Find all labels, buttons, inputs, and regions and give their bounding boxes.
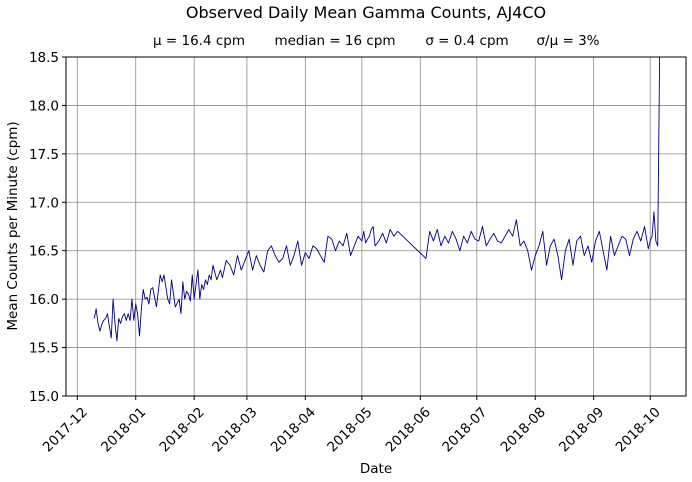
chart-subtitle: μ = 16.4 cpm median = 16 cpm σ = 0.4 cpm… [153,33,600,49]
chart-title: Observed Daily Mean Gamma Counts, AJ4CO [186,3,546,22]
x-axis-label: Date [360,461,392,477]
x-tick-label: 2018-07 [439,404,490,455]
y-axis-label: Mean Counts per Minute (cpm) [5,121,21,330]
subtitle-mean: μ = 16.4 cpm [153,33,245,49]
series-layer [93,56,661,342]
x-axis-ticks: 2017-12 2018-01 2018-02 2018-03 2018-04 2018-… [40,396,664,455]
x-tick-label: 2018-05 [324,404,375,455]
series-line [93,56,661,342]
subtitle-cv: σ/μ = 3% [536,33,599,49]
y-tick-label: 15.5 [29,341,59,357]
x-tick-label: 2018-08 [498,404,549,455]
y-tick-label: 15.0 [29,389,59,405]
y-tick-label: 16.0 [29,292,59,308]
x-tick-label: 2018-03 [209,404,260,455]
x-tick-label: 2018-02 [157,404,208,455]
y-tick-label: 17.5 [29,147,59,163]
x-tick-label: 2018-09 [556,404,607,455]
x-tick-label: 2017-12 [40,404,91,455]
y-tick-label: 18.5 [29,50,59,66]
x-tick-label: 2018-01 [98,404,149,455]
y-tick-label: 17.0 [29,195,59,211]
y-axis-ticks: 15.0 15.5 16.0 16.5 17.0 17.5 18.0 18.5 [29,50,66,405]
x-tick-label: 2018-10 [613,404,664,455]
grid [66,56,686,397]
x-tick-label: 2018-06 [383,404,434,455]
y-tick-label: 16.5 [29,244,59,260]
subtitle-median: median = 16 cpm [274,33,395,49]
x-tick-label: 2018-04 [268,404,319,455]
subtitle-sigma: σ = 0.4 cpm [425,33,508,49]
y-tick-label: 18.0 [29,98,59,114]
plot-frame [65,56,687,397]
